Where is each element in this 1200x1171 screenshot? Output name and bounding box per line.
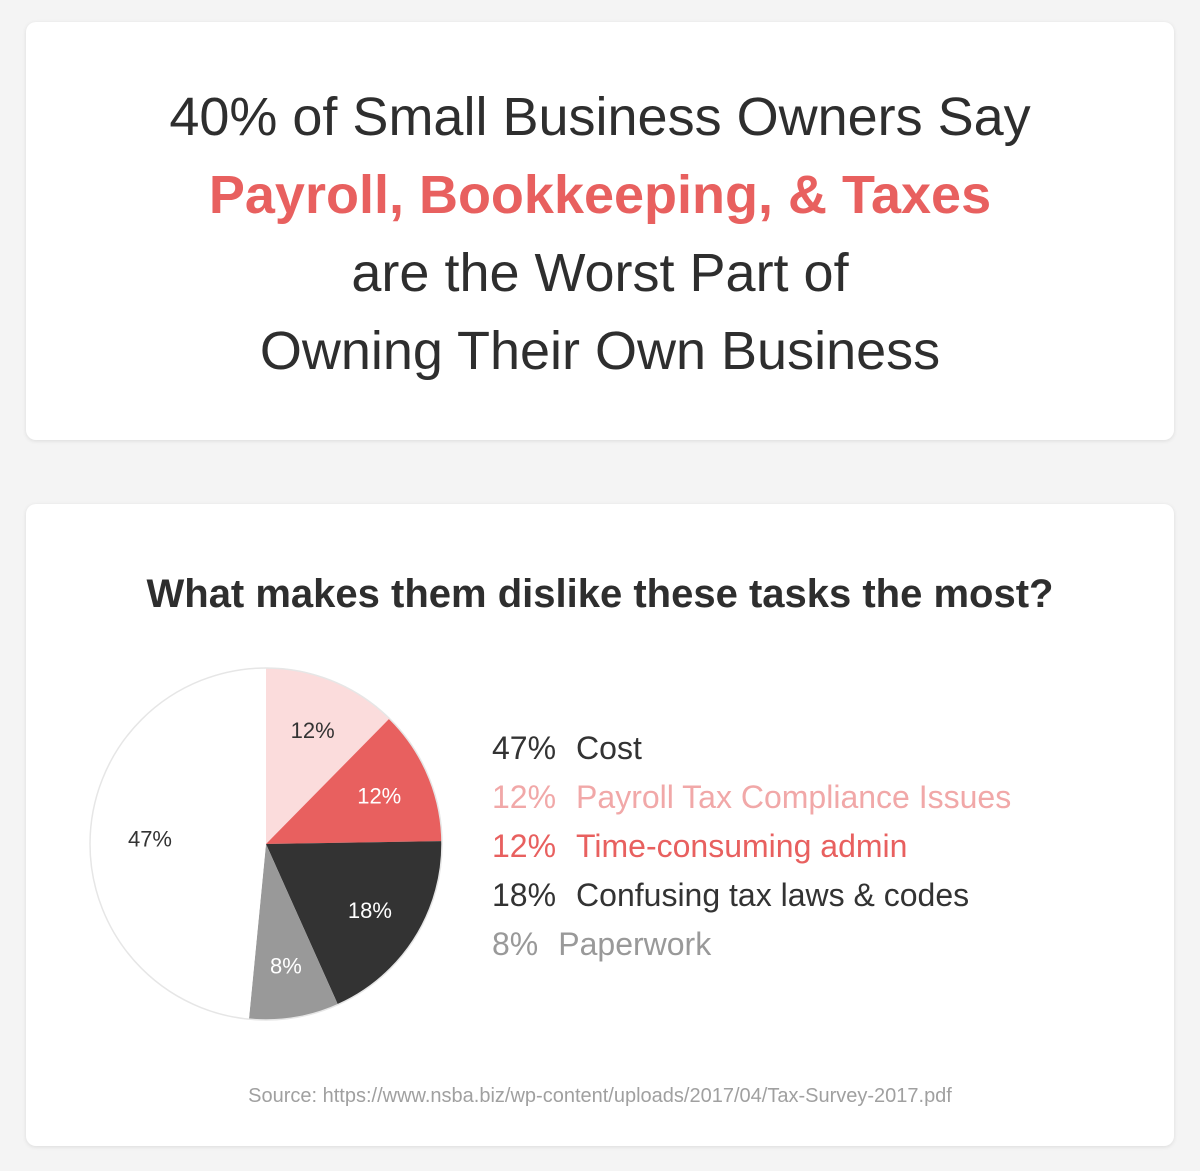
headline-line-3: are the Worst Part of [351,243,849,303]
header-card: 40% of Small Business Owners Say Payroll… [26,22,1174,440]
legend-label: Time-consuming admin [576,828,908,864]
pie-slice-payroll-tax-compliance-issues [266,668,390,844]
pie-slice-time-consuming-admin [266,718,442,844]
pie-slice-confusing-tax-laws-codes [266,841,442,1005]
pie-label-payroll-tax-compliance-issues: 12% [291,718,335,743]
legend-label: Cost [576,730,642,766]
legend-value: 47% [492,730,557,766]
pie-chart: 12% 12% 18% 8% 47% [89,667,443,1021]
chart-legend: 47% Cost 12% Payroll Tax Compliance Issues 1… [492,724,1011,969]
legend-label: Confusing tax laws & codes [576,877,970,913]
chart-title: What makes them dislike these tasks the … [146,572,1054,616]
legend-item-time-consuming-admin: 12% Time-consuming admin [492,822,1011,871]
legend-label: Paperwork [558,926,712,962]
pie-label-confusing-tax-laws-codes: 18% [348,898,392,923]
pie-label-time-consuming-admin: 12% [357,783,401,808]
pie-label-paperwork: 8% [270,954,302,979]
legend-value: 18% [492,877,557,913]
legend-item-confusing-tax-laws-codes: 18% Confusing tax laws & codes [492,871,1011,920]
headline-line-4: Owning Their Own Business [259,321,941,381]
chart-card: What makes them dislike these tasks the … [26,504,1174,1146]
legend-value: 12% [492,779,557,815]
pie-outline [89,667,443,1021]
legend-value: 12% [492,828,557,864]
legend-item-cost: 47% Cost [492,724,1011,773]
pie-slice-paperwork [248,844,338,1020]
headline-line-1: 40% of Small Business Owners Say [169,87,1031,147]
pie-label-cost: 47% [128,826,172,851]
legend-item-payroll-tax-compliance-issues: 12% Payroll Tax Compliance Issues [492,773,1011,822]
legend-label: Payroll Tax Compliance Issues [576,779,1012,815]
pie-slice-cost [89,668,267,1020]
source-citation: Source: https://www.nsba.biz/wp-content/… [248,1085,952,1107]
headline: 40% of Small Business Owners Say Payroll… [26,78,1174,390]
headline-highlight: Payroll, Bookkeeping, & Taxes [208,165,992,225]
legend-value: 8% [492,926,539,962]
legend-item-paperwork: 8% Paperwork [492,920,1011,969]
